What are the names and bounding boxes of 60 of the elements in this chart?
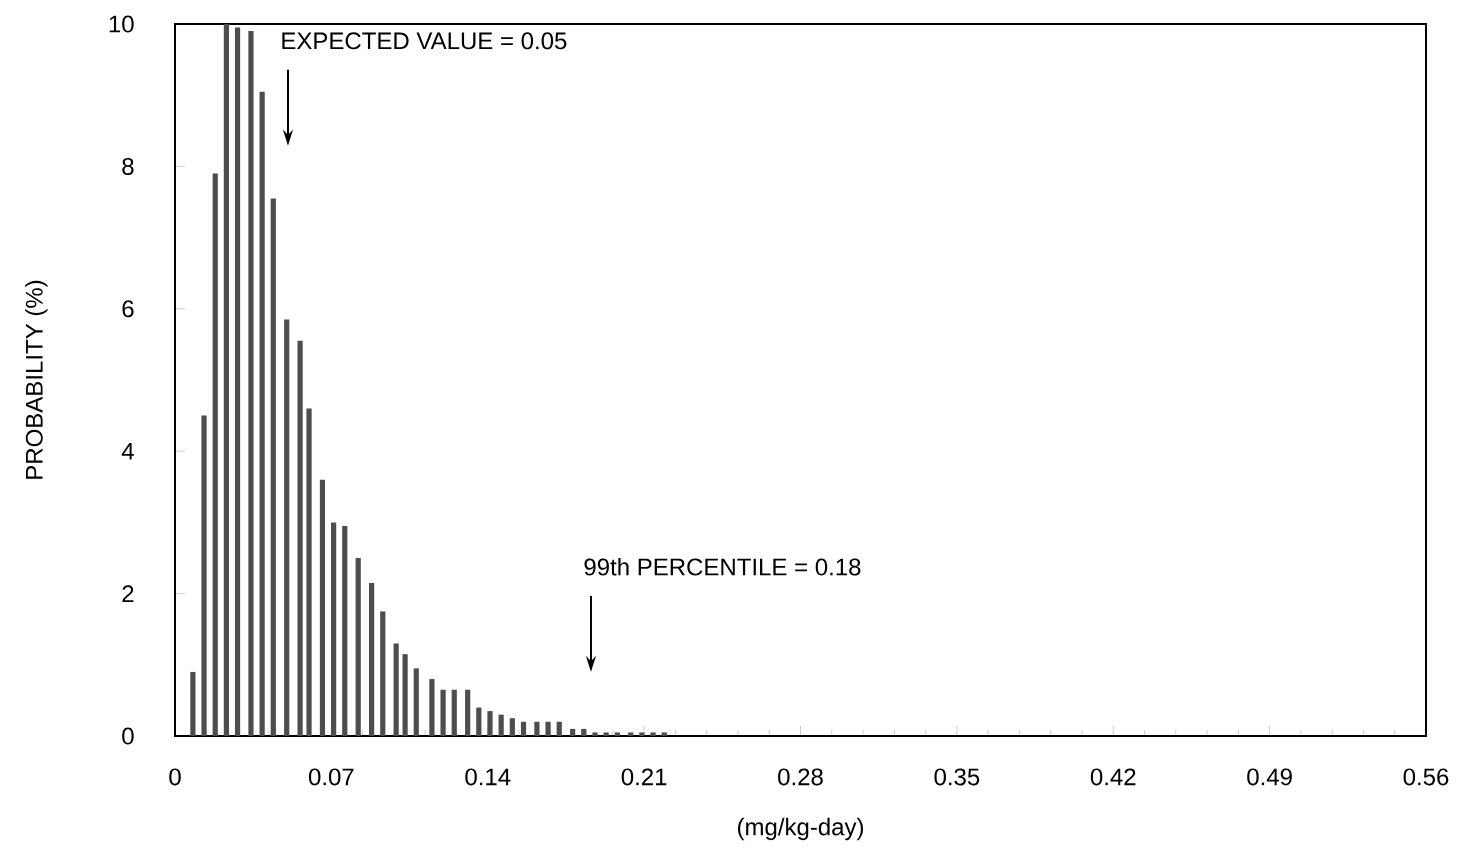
bar xyxy=(509,718,515,736)
bar xyxy=(465,689,471,736)
bar xyxy=(355,558,361,736)
bar xyxy=(476,707,482,736)
bar xyxy=(393,643,399,736)
bar xyxy=(498,714,504,736)
bar xyxy=(556,721,562,736)
bar xyxy=(190,671,196,736)
bar xyxy=(545,721,551,736)
bar xyxy=(369,582,375,736)
bar xyxy=(331,522,337,736)
y-tick-label: 2 xyxy=(122,585,134,602)
bar xyxy=(628,732,634,736)
bar xyxy=(201,415,207,736)
bar xyxy=(234,27,241,736)
x-tick-label: 0.56 xyxy=(1403,768,1449,786)
bar xyxy=(487,711,493,736)
bar xyxy=(570,728,576,736)
y-tick-label: 6 xyxy=(122,300,134,318)
y-tick-label: 0 xyxy=(122,727,134,745)
y-tick-label: 4 xyxy=(121,442,134,460)
annotation: EXPECTED VALUE = 0.05 xyxy=(282,32,567,50)
y-axis-title: PROBABILITY (%) xyxy=(25,280,48,479)
bar xyxy=(520,721,527,736)
bar xyxy=(248,31,254,736)
bar xyxy=(259,91,265,736)
x-tick-label: 0.28 xyxy=(778,768,823,786)
x-tick-label: 0.49 xyxy=(1247,768,1292,786)
bar xyxy=(592,732,598,736)
x-tick-label: 0.35 xyxy=(934,768,980,786)
bar xyxy=(650,732,656,736)
bar xyxy=(639,732,645,736)
bar xyxy=(380,611,386,736)
bar xyxy=(534,721,540,736)
x-tick-label: 0.07 xyxy=(308,768,354,786)
bar xyxy=(614,732,620,736)
bar xyxy=(284,319,290,736)
bar xyxy=(413,668,419,736)
bar xyxy=(342,525,348,736)
x-tick-label: 0.42 xyxy=(1090,768,1136,786)
bar xyxy=(306,408,312,736)
y-tick-label: 8 xyxy=(122,157,134,175)
bar xyxy=(223,24,229,736)
bar xyxy=(429,679,435,736)
y-tick-label: 10 xyxy=(109,15,134,33)
bar xyxy=(661,732,667,736)
bar xyxy=(402,654,408,736)
bar xyxy=(212,173,218,736)
bar xyxy=(451,689,457,736)
bar xyxy=(319,479,326,736)
x-axis-title: (mg/kg-day) xyxy=(737,817,864,841)
bar xyxy=(603,732,609,736)
annotation: 99th PERCENTILE = 0.18 xyxy=(584,557,861,576)
bar xyxy=(270,198,276,736)
bar xyxy=(440,689,446,736)
x-tick-label: 0.14 xyxy=(465,768,511,786)
x-tick-label: 0.21 xyxy=(621,768,667,786)
x-tick-label: 0 xyxy=(169,768,181,786)
bar xyxy=(581,728,587,736)
bar xyxy=(297,340,303,736)
